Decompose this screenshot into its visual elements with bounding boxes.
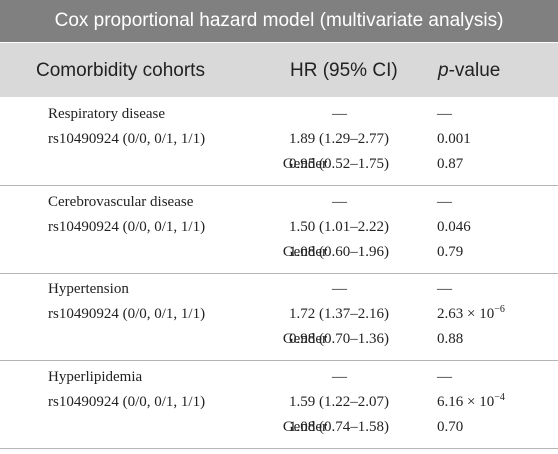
snp-label: rs10490924 (0/0, 0/1, 1/1): [48, 131, 206, 147]
group-separator: [0, 360, 558, 361]
cohort-name: Hypertension: [48, 281, 129, 297]
gender-label: Gender: [282, 419, 327, 435]
table-group: Respiratory disease — — rs10490924 (0/0, 0/…: [0, 98, 558, 184]
cohort-hr-dash: —: [332, 106, 347, 122]
cohort-name: Hyperlipidemia: [48, 369, 143, 385]
header-hr-ci: HR (95% CI): [290, 60, 398, 81]
gender-hr: 0.98 (0.70–1.36): [289, 331, 389, 347]
cohort-name: Cerebrovascular disease: [48, 194, 194, 210]
group-separator: [0, 448, 558, 449]
snp-hr: 1.72 (1.37–2.16): [289, 306, 389, 322]
cohort-hr-dash: —: [332, 369, 347, 385]
gender-label: Gender: [282, 244, 327, 260]
cohort-p-dash: —: [437, 106, 452, 122]
cohort-hr-dash: —: [332, 194, 347, 210]
table-group: Cerebrovascular disease — — rs10490924 (0/0…: [0, 186, 558, 272]
cohort-p-dash: —: [437, 281, 452, 297]
group-separator: [0, 185, 558, 186]
snp-p-exponent: −6: [494, 304, 505, 315]
header-p-rest: -value: [448, 60, 501, 81]
gender-label: Gender: [282, 331, 327, 347]
snp-label: rs10490924 (0/0, 0/1, 1/1): [48, 306, 206, 322]
gender-p: 0.79: [437, 244, 464, 260]
snp-hr: 1.89 (1.29–2.77): [289, 131, 389, 147]
snp-p-value: 2.63 × 10−6: [437, 304, 505, 323]
header-p-value: p-value: [438, 43, 500, 99]
table-header-row: Comorbidity cohorts HR (95% CI) p-value: [0, 43, 558, 97]
table-title: Cox proportional hazard model (multivari…: [0, 0, 558, 42]
gender-hr: 1.08 (0.74–1.58): [289, 419, 389, 435]
gender-p: 0.87: [437, 156, 464, 172]
snp-p-value: 0.001: [437, 131, 471, 148]
snp-hr: 1.59 (1.22–2.07): [289, 394, 389, 410]
gender-p: 0.88: [437, 331, 464, 347]
gender-hr: 1.08 (0.60–1.96): [289, 244, 389, 260]
cohort-p-dash: —: [437, 194, 452, 210]
snp-p-base: 0.046: [437, 219, 471, 235]
snp-p-exponent: −4: [494, 392, 505, 403]
gender-p: 0.70: [437, 419, 464, 435]
snp-p-base: 6.16 × 10: [437, 394, 495, 410]
snp-p-value: 6.16 × 10−4: [437, 392, 505, 411]
cohort-p-dash: —: [437, 369, 452, 385]
snp-label: rs10490924 (0/0, 0/1, 1/1): [48, 219, 206, 235]
cohort-hr-dash: —: [332, 281, 347, 297]
snp-p-value: 0.046: [437, 219, 471, 236]
snp-p-base: 2.63 × 10: [437, 306, 495, 322]
snp-p-base: 0.001: [437, 131, 471, 147]
header-p-italic: p: [438, 60, 449, 81]
snp-label: rs10490924 (0/0, 0/1, 1/1): [48, 394, 206, 410]
table-group: Hyperlipidemia — — rs10490924 (0/0, 0/1, 1/…: [0, 361, 558, 447]
table-group: Hypertension — — rs10490924 (0/0, 0/1, 1/1)…: [0, 273, 558, 359]
gender-hr: 0.95 (0.52–1.75): [289, 156, 389, 172]
group-separator: [0, 273, 558, 274]
cohort-name: Respiratory disease: [48, 106, 166, 122]
gender-label: Gender: [282, 156, 327, 172]
header-comorbidity-cohorts: Comorbidity cohorts: [36, 60, 205, 81]
snp-hr: 1.50 (1.01–2.22): [289, 219, 389, 235]
